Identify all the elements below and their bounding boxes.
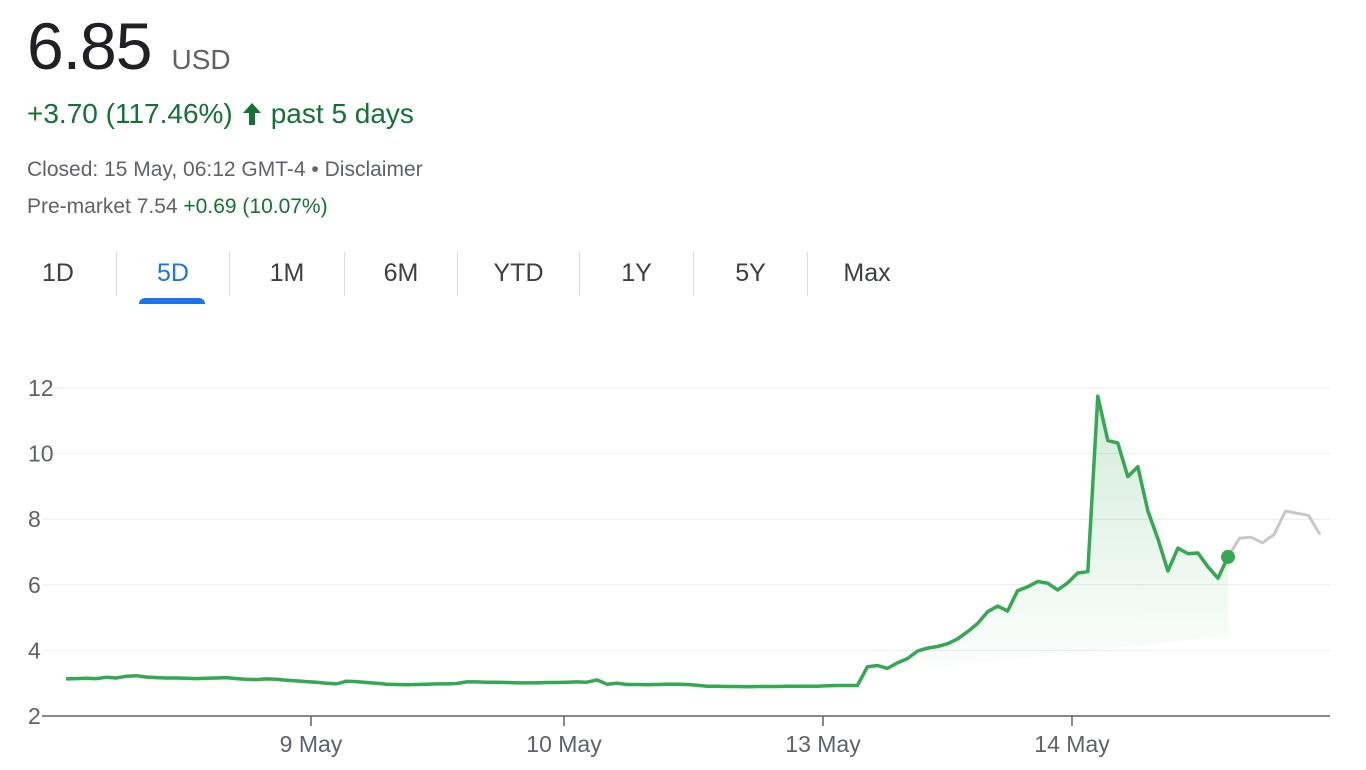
premarket-line	[1226, 509, 1322, 558]
tab-divider	[579, 252, 580, 296]
price-header: 6.85 USD	[27, 8, 231, 84]
tab-divider	[807, 252, 808, 296]
tab-max[interactable]: Max	[808, 248, 926, 298]
price-line	[65, 394, 1230, 689]
tab-label: YTD	[493, 258, 544, 287]
y-tick-label: 4	[28, 637, 41, 663]
time-range-tabs: 1D 5D 1M 6M YTD 1Y 5Y Max	[0, 248, 920, 308]
price-change: +3.70 (117.46%) past 5 days	[27, 98, 414, 130]
tab-1m[interactable]: 1M	[230, 248, 344, 298]
change-value: +3.70 (117.46%)	[27, 98, 233, 129]
x-tick-label: 9 May	[280, 731, 343, 757]
price-area-fill	[857, 396, 1228, 686]
x-axis-ticks: 9 May 10 May 13 May 14 May	[280, 716, 1110, 757]
current-price-marker	[1221, 549, 1235, 564]
closed-timestamp: Closed: 15 May, 06:12 GMT-4	[27, 158, 306, 181]
premarket-price: 7.54	[136, 195, 178, 218]
tab-label: 1M	[269, 258, 305, 287]
premarket-info: Pre-market 7.54 +0.69 (10.07%)	[27, 195, 328, 219]
price-chart[interactable]: 2 4 6 8 10 12 9 May 10 May 13 May 14 May	[0, 360, 1366, 770]
tab-divider	[116, 252, 117, 296]
y-tick-label: 8	[28, 506, 41, 532]
tab-label: 5D	[157, 258, 189, 287]
tab-1y[interactable]: 1Y	[580, 248, 693, 298]
x-tick-label: 13 May	[785, 731, 861, 757]
separator-dot: •	[311, 158, 319, 181]
change-period: past 5 days	[270, 98, 414, 129]
disclaimer-link[interactable]: Disclaimer	[324, 158, 423, 181]
tab-label: 1Y	[621, 258, 652, 287]
tab-5y[interactable]: 5Y	[694, 248, 807, 298]
y-axis-labels: 2 4 6 8 10 12	[28, 375, 54, 729]
tab-label: 5Y	[735, 258, 766, 287]
tab-label: 6M	[383, 258, 419, 287]
currency-label: USD	[171, 44, 231, 75]
y-tick-label: 2	[28, 703, 41, 729]
x-tick-label: 14 May	[1034, 731, 1110, 757]
x-tick-label: 10 May	[526, 731, 602, 757]
tab-label: 1D	[42, 258, 74, 287]
tab-divider	[229, 252, 230, 296]
tab-5d[interactable]: 5D	[117, 248, 229, 298]
y-tick-label: 10	[28, 441, 54, 467]
tab-1d[interactable]: 1D	[0, 248, 116, 298]
current-price: 6.85	[27, 9, 152, 83]
market-status: Closed: 15 May, 06:12 GMT-4 • Disclaimer	[27, 158, 423, 182]
arrow-up-icon	[241, 101, 263, 127]
tab-label: Max	[843, 258, 891, 287]
y-tick-label: 6	[28, 572, 41, 598]
premarket-change: +0.69 (10.07%)	[183, 195, 328, 218]
tab-divider	[457, 252, 458, 296]
tab-ytd[interactable]: YTD	[458, 248, 579, 298]
y-tick-label: 12	[28, 375, 54, 401]
premarket-label: Pre-market	[27, 195, 131, 218]
active-tab-indicator	[139, 298, 205, 304]
tab-divider	[693, 252, 694, 296]
tab-6m[interactable]: 6M	[345, 248, 457, 298]
tab-divider	[344, 252, 345, 296]
